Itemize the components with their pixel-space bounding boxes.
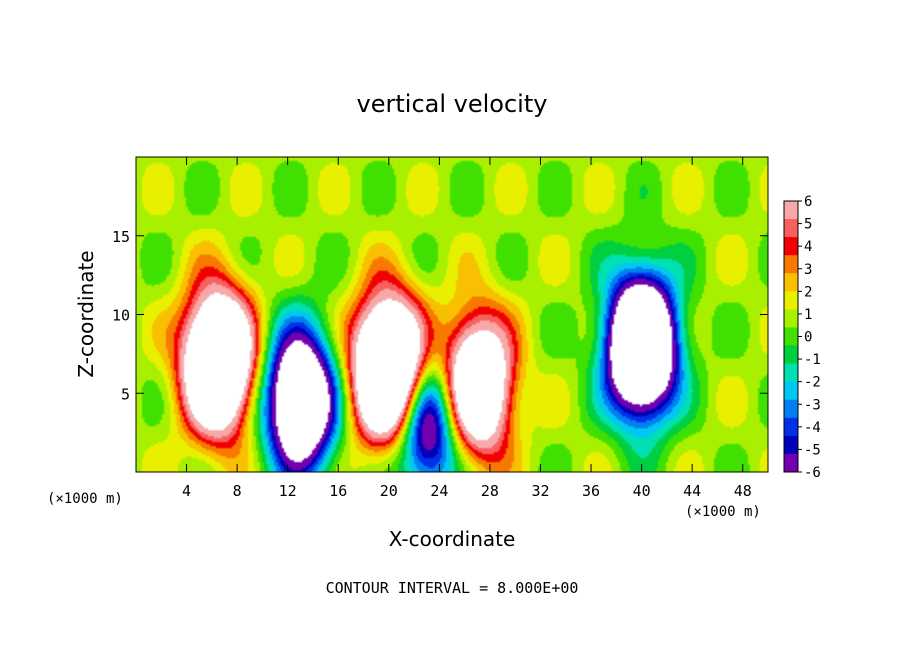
colorbar-swatches	[784, 201, 798, 473]
heatmap-field	[136, 157, 768, 472]
x-tick-label: 8	[233, 482, 242, 500]
x-tick-label: 32	[531, 482, 549, 500]
colorbar-tick-label: 6	[804, 194, 812, 210]
y-tick-label: 15	[112, 228, 130, 246]
y-axis-ticks: 5 10 15	[112, 228, 768, 403]
colorbar-ticks: 6 5 4 3 2 1 0 -1 -2 -3 -4 -5 -6	[798, 194, 821, 481]
x-tick-label: 24	[430, 482, 448, 500]
x-tick-label: 48	[734, 482, 752, 500]
colorbar-swatch	[784, 309, 798, 328]
colorbar-tick-label: 3	[804, 262, 812, 278]
x-tick-label: 40	[633, 482, 651, 500]
x-tick-label: 36	[582, 482, 600, 500]
colorbar-swatch	[784, 345, 798, 365]
colorbar-swatch	[784, 327, 798, 347]
colorbar-swatch	[784, 291, 798, 310]
colorbar-swatch	[784, 219, 798, 238]
x-units-note-left: (×1000 m)	[47, 491, 123, 507]
colorbar-tick-label: 1	[804, 307, 812, 323]
contour-interval-note: CONTOUR INTERVAL = 8.000E+00	[326, 579, 579, 597]
x-units-note-right: (×1000 m)	[685, 504, 761, 520]
colorbar-swatch	[784, 453, 798, 473]
colorbar-tick-label: 2	[804, 284, 812, 300]
y-axis-label: Z-coordinate	[74, 250, 98, 377]
colorbar-tick-label: -1	[804, 352, 821, 368]
chart-title: vertical velocity	[357, 90, 548, 118]
colorbar-swatch	[784, 201, 798, 220]
colorbar-tick-label: 0	[804, 330, 812, 346]
y-tick-label: 5	[121, 385, 130, 403]
x-tick-label: 28	[481, 482, 499, 500]
y-tick-label: 10	[112, 307, 130, 325]
colorbar-swatch	[784, 435, 798, 455]
x-tick-label: 44	[683, 482, 701, 500]
x-tick-label: 4	[182, 482, 191, 500]
x-tick-label: 16	[329, 482, 347, 500]
colorbar-tick-label: 4	[804, 239, 812, 255]
colorbar: 6 5 4 3 2 1 0 -1 -2 -3 -4 -5 -6	[783, 194, 821, 481]
x-tick-label: 12	[279, 482, 297, 500]
colorbar-tick-label: 5	[804, 217, 812, 233]
colorbar-swatch	[784, 363, 798, 383]
colorbar-tick-label: -5	[804, 442, 821, 458]
colorbar-tick-label: -3	[804, 397, 821, 413]
colorbar-tick-label: -4	[804, 420, 821, 436]
colorbar-tick-label: -2	[804, 375, 821, 391]
colorbar-swatch	[784, 255, 798, 274]
x-axis-ticks: 4 8 12 16 20 24 28 32 36 40 44 48	[182, 157, 752, 500]
colorbar-swatch	[784, 381, 798, 401]
colorbar-swatch	[784, 273, 798, 292]
colorbar-swatch	[784, 417, 798, 437]
x-axis-label: X-coordinate	[389, 527, 516, 551]
colorbar-tick-label: -6	[804, 465, 821, 481]
x-tick-label: 20	[380, 482, 398, 500]
colorbar-swatch	[784, 237, 798, 256]
colorbar-swatch	[784, 399, 798, 419]
